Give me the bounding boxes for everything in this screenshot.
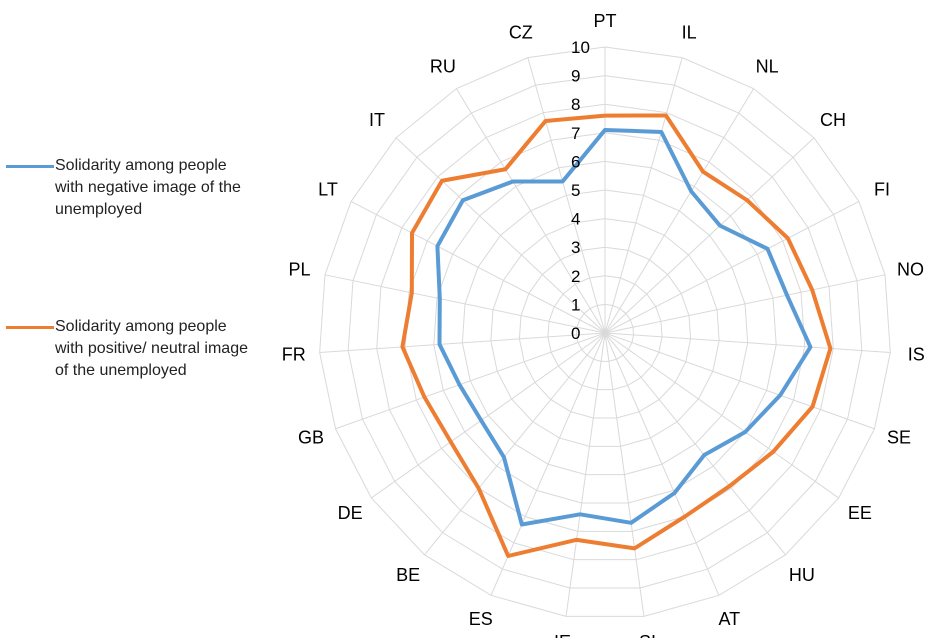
grid-ring-6 [433, 160, 777, 504]
category-label-fi: FI [874, 179, 890, 199]
spoke-hu [604, 332, 786, 556]
category-label-is: IS [908, 344, 925, 364]
category-label-il: IL [682, 23, 697, 43]
legend-swatch-negative [6, 165, 54, 168]
category-label-ch: CH [820, 110, 846, 130]
grid-ring-9 [347, 75, 863, 589]
spoke-fi [604, 200, 860, 334]
spoke-gb [335, 332, 606, 430]
tick-label-5: 5 [571, 181, 580, 200]
grid-ring-8 [376, 103, 834, 561]
series-lines [400, 113, 833, 558]
spoke-nl [604, 88, 755, 334]
category-label-lt: LT [318, 179, 338, 199]
spoke-be [424, 332, 606, 556]
category-label-hu: HU [789, 565, 815, 585]
category-label-pl: PL [289, 260, 311, 280]
grid-ring-1 [575, 303, 635, 362]
grid-ring-3 [518, 246, 692, 419]
spoke-ie [565, 332, 606, 617]
tick-label-4: 4 [571, 210, 580, 229]
spoke-no [604, 274, 886, 334]
grid-ring-2 [547, 275, 663, 391]
tick-label-6: 6 [571, 152, 580, 171]
grid [319, 46, 891, 617]
legend-swatch-positive [6, 326, 54, 329]
category-label-si: SI [639, 632, 656, 638]
category-label-ie: IE [554, 632, 571, 638]
category-label-nl: NL [756, 56, 779, 76]
tick-label-0: 0 [571, 324, 580, 343]
category-label-de: DE [338, 503, 363, 523]
tick-label-8: 8 [571, 95, 580, 114]
tick-label-2: 2 [571, 267, 580, 286]
grid-ring-7 [404, 132, 806, 532]
spoke-pl [324, 274, 606, 334]
spoke-ru [455, 88, 606, 334]
tick-label-3: 3 [571, 238, 580, 257]
spoke-de [371, 332, 606, 499]
tick-label-7: 7 [571, 124, 580, 143]
spoke-si [604, 332, 645, 617]
category-label-se: SE [887, 427, 911, 447]
spoke-ch [604, 137, 815, 334]
radial-tick-labels: 0 1 2 3 4 5 6 7 8 9 10 [571, 38, 590, 343]
spoke-es [490, 332, 606, 596]
spoke-at [604, 332, 720, 596]
tick-label-9: 9 [571, 67, 580, 86]
spoke-is [604, 332, 891, 354]
category-label-it: IT [369, 110, 385, 130]
spoke-ee [604, 332, 839, 499]
tick-label-10: 10 [571, 38, 590, 57]
series-line-1 [400, 113, 833, 558]
grid-ring-5 [461, 189, 749, 476]
category-label-ee: EE [848, 503, 872, 523]
category-label-cz: CZ [509, 23, 533, 43]
category-label-ru: RU [430, 56, 456, 76]
spoke-cz [527, 57, 606, 334]
category-label-at: AT [718, 609, 740, 629]
spoke-it [395, 137, 606, 334]
spoke-il [604, 57, 683, 334]
category-label-es: ES [469, 609, 493, 629]
category-label-be: BE [396, 565, 420, 585]
spoke-lt [350, 200, 606, 334]
spoke-se [604, 332, 875, 430]
category-label-no: NO [897, 260, 924, 280]
category-label-fr: FR [282, 344, 306, 364]
category-label-gb: GB [298, 427, 324, 447]
grid-ring-4 [490, 218, 720, 447]
tick-label-1: 1 [571, 295, 580, 314]
legend-label-negative: Solidarity among people with negative im… [55, 157, 241, 218]
spoke-fr [319, 332, 606, 354]
grid-ring-10 [319, 46, 891, 617]
category-labels: PT IL NL CH FI NO IS SE EE HU AT SI IE ES BE DE GB FR PL LT… [282, 11, 925, 638]
series-line-0 [435, 127, 813, 527]
legend-label-positive: Solidarity among people with positive/ n… [55, 318, 248, 379]
category-label-pt: PT [593, 11, 616, 31]
